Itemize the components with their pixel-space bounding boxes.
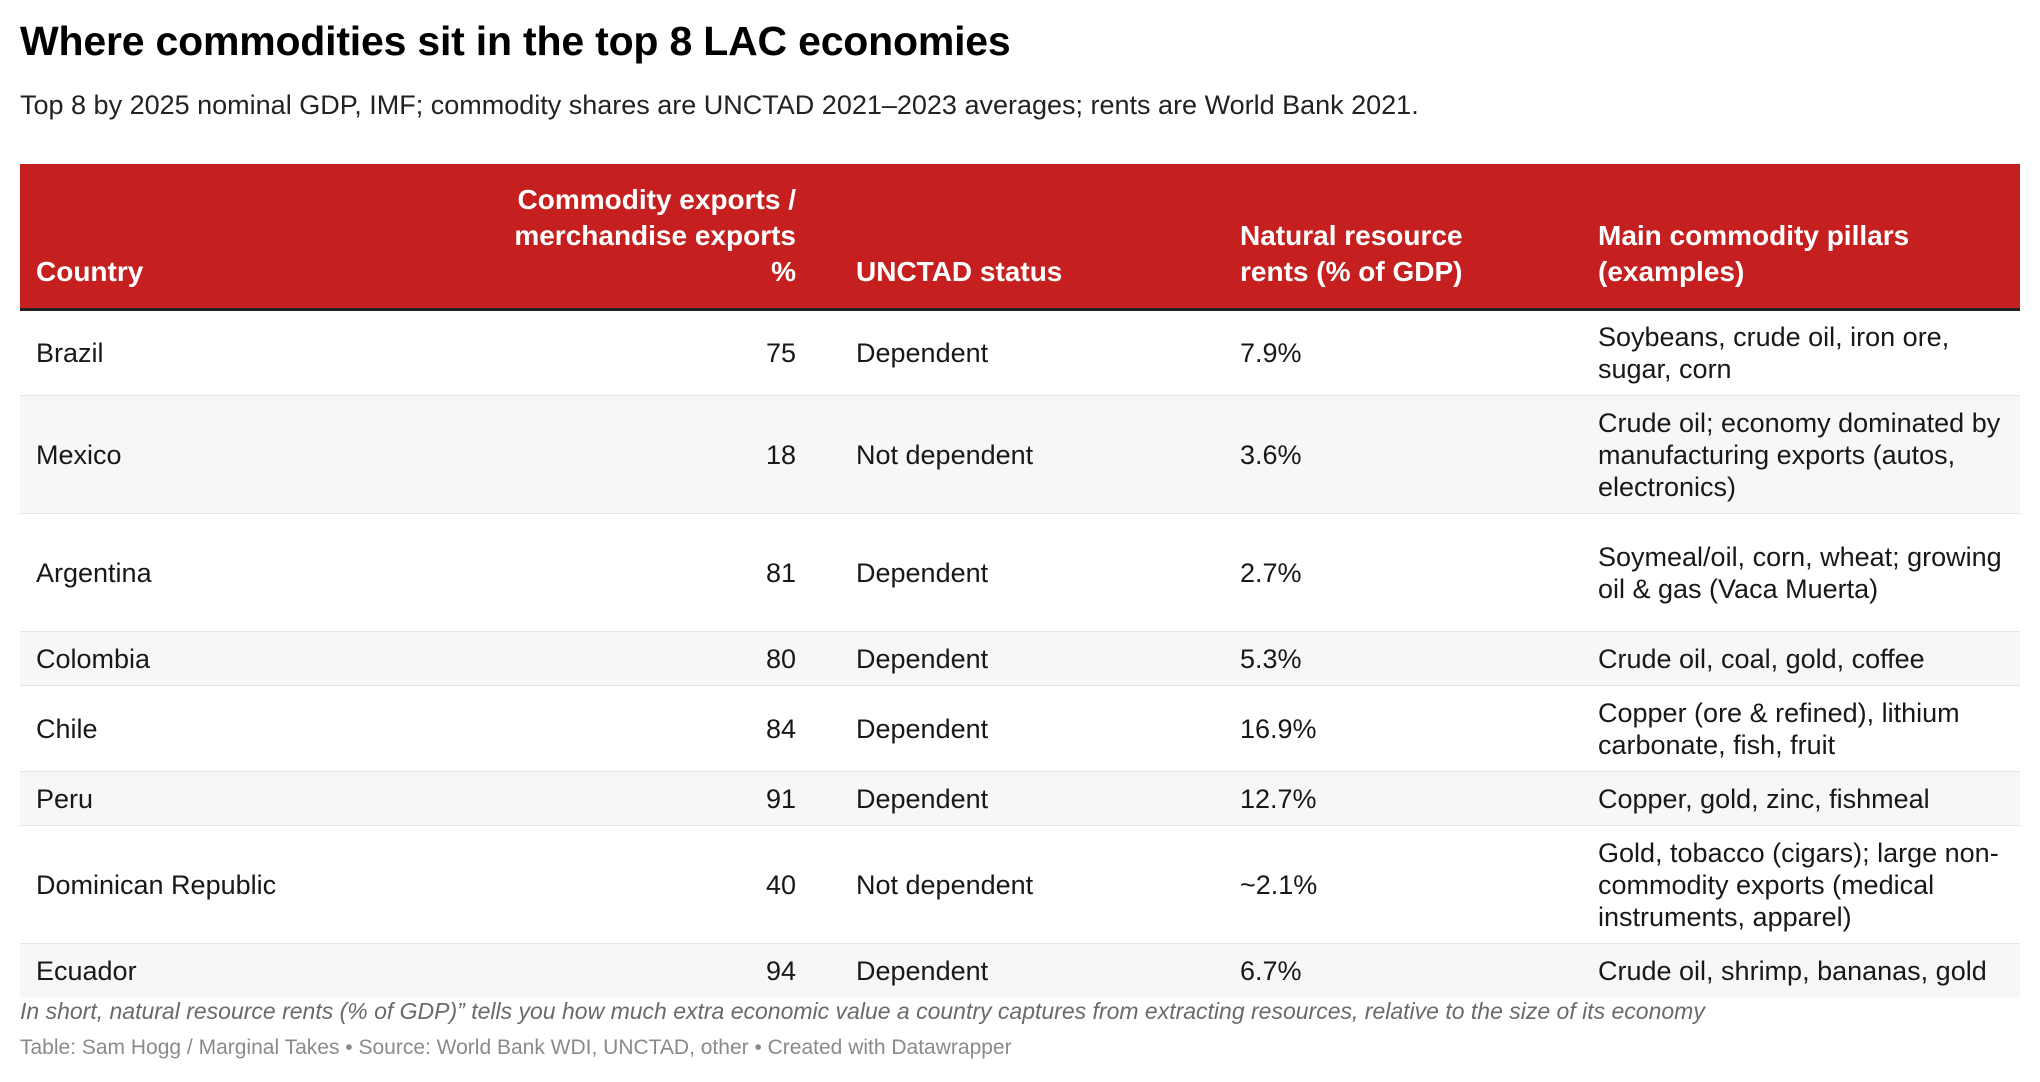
header-pillars-line-2: (examples) <box>1598 256 1745 287</box>
table-row: Argentina 81 Dependent 2.7% Soymeal/oil,… <box>20 513 2020 632</box>
footnote: In short, natural resource rents (% of G… <box>20 998 1705 1024</box>
cell-commodity-share: 80 <box>480 631 840 686</box>
cell-unctad-status: Dependent <box>840 685 1224 772</box>
cell-pillars: Crude oil, coal, gold, coffee <box>1582 631 2020 686</box>
commodities-table: Country Commodity exports / merchandise … <box>20 164 2020 998</box>
chart-subtitle: Top 8 by 2025 nominal GDP, IMF; commodit… <box>20 90 1419 120</box>
cell-unctad-status: Dependent <box>840 309 1224 396</box>
cell-country: Ecuador <box>36 955 137 986</box>
cell-rents: 16.9% <box>1224 685 1582 772</box>
header-unctad-status-line-1: UNCTAD status <box>856 256 1063 287</box>
cell-commodity-share: 75 <box>480 309 840 396</box>
cell-rents: 6.7% <box>1240 955 1302 986</box>
cell-unctad-status: Not dependent <box>840 395 1224 514</box>
cell-country: Colombia <box>20 631 480 686</box>
cell-pillars: Copper (ore & refined), lithium carbonat… <box>1582 685 2020 772</box>
cell-rents: 3.6% <box>1224 395 1582 514</box>
chart-title: Where commodities sit in the top 8 LAC e… <box>20 18 1011 64</box>
cell-unctad-status: Dependent <box>840 513 1224 632</box>
cell-rents: ~2.1% <box>1224 825 1582 944</box>
header-commodity-share-line-1: Commodity exports / <box>517 184 796 215</box>
cell-pillars: Gold, tobacco (cigars); large non-commod… <box>1582 825 2020 944</box>
header-commodity-share-line-2: merchandise exports % <box>514 220 796 287</box>
cell-pillars: Copper, gold, zinc, fishmeal <box>1582 771 2020 826</box>
table-row: Ecuador 94 Dependent 6.7% Crude oil, shr… <box>20 943 2020 998</box>
cell-rents: 7.9% <box>1224 309 1582 396</box>
cell-commodity-share: 91 <box>480 771 840 826</box>
cell-pillars: Crude oil; economy dominated by manufact… <box>1582 395 2020 514</box>
cell-unctad-status: Dependent <box>856 955 989 986</box>
header-unctad-status: UNCTAD status <box>840 164 1224 311</box>
table-header-row: Country Commodity exports / merchandise … <box>20 164 2020 311</box>
cell-unctad-status: Dependent <box>840 771 1224 826</box>
cell-country: Chile <box>20 685 480 772</box>
source-credit: Table: Sam Hogg / Marginal Takes • Sourc… <box>20 1036 1012 1059</box>
header-pillars: Main commodity pillars (examples) <box>1582 164 2020 311</box>
cell-pillars: Soymeal/oil, corn, wheat; growing oil & … <box>1582 513 2020 632</box>
cell-country: Brazil <box>20 309 480 396</box>
cell-rents: 5.3% <box>1224 631 1582 686</box>
cell-pillars: Crude oil, shrimp, bananas, gold <box>1598 955 1987 986</box>
cell-rents: 2.7% <box>1224 513 1582 632</box>
table-row: Dominican Republic 40 Not dependent ~2.1… <box>20 825 2020 944</box>
cell-rents: 12.7% <box>1224 771 1582 826</box>
table-row: Chile 84 Dependent 16.9% Copper (ore & r… <box>20 685 2020 772</box>
cell-unctad-status: Dependent <box>840 631 1224 686</box>
cell-commodity-share: 84 <box>480 685 840 772</box>
table-row: Mexico 18 Not dependent 3.6% Crude oil; … <box>20 395 2020 514</box>
header-country: Country <box>20 164 480 311</box>
header-rents-line-1: Natural resource <box>1240 220 1463 251</box>
cell-country: Argentina <box>20 513 480 632</box>
header-pillars-line-1: Main commodity pillars <box>1598 220 1910 251</box>
cell-commodity-share: 18 <box>480 395 840 514</box>
table-row: Colombia 80 Dependent 5.3% Crude oil, co… <box>20 631 2020 686</box>
table-row: Peru 91 Dependent 12.7% Copper, gold, zi… <box>20 771 2020 826</box>
cell-unctad-status: Not dependent <box>840 825 1224 944</box>
cell-commodity-share: 81 <box>480 513 840 632</box>
header-commodity-share: Commodity exports / merchandise exports … <box>480 164 840 311</box>
header-country-line-1: Country <box>36 256 144 287</box>
cell-country: Mexico <box>20 395 480 514</box>
cell-commodity-share: 40 <box>480 825 840 944</box>
cell-commodity-share: 94 <box>765 955 796 986</box>
table-row: Brazil 75 Dependent 7.9% Soybeans, crude… <box>20 309 2020 396</box>
header-rents: Natural resource rents (% of GDP) <box>1224 164 1582 311</box>
cell-country: Dominican Republic <box>20 825 480 944</box>
cell-country: Peru <box>20 771 480 826</box>
cell-pillars: Soybeans, crude oil, iron ore, sugar, co… <box>1582 309 2020 396</box>
header-rents-line-2: rents (% of GDP) <box>1240 256 1463 287</box>
